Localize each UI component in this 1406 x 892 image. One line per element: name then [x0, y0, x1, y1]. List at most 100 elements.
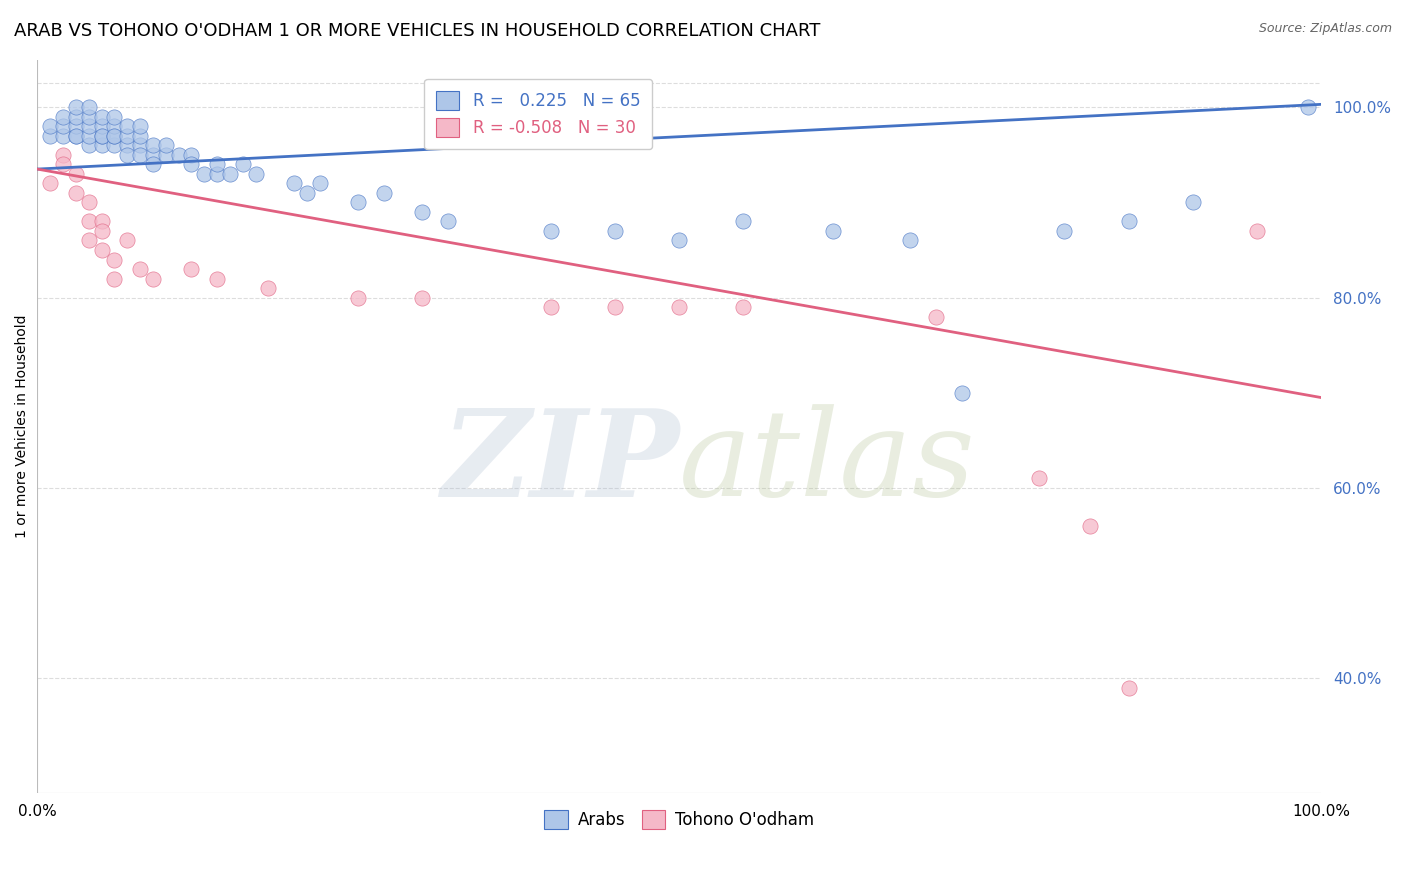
Point — [77, 138, 100, 153]
Point — [668, 234, 690, 248]
Point — [77, 120, 100, 134]
Point — [193, 167, 215, 181]
Point — [65, 128, 87, 143]
Point — [77, 195, 100, 210]
Point — [295, 186, 318, 200]
Point — [373, 186, 395, 200]
Point — [115, 138, 138, 153]
Point — [1298, 100, 1320, 114]
Point — [39, 120, 62, 134]
Point — [77, 234, 100, 248]
Point — [155, 148, 177, 162]
Point — [167, 148, 190, 162]
Point — [115, 120, 138, 134]
Point — [142, 148, 165, 162]
Point — [950, 385, 973, 400]
Point — [180, 262, 202, 277]
Point — [603, 224, 626, 238]
Y-axis label: 1 or more Vehicles in Household: 1 or more Vehicles in Household — [15, 314, 30, 538]
Point — [90, 224, 112, 238]
Point — [90, 128, 112, 143]
Point — [90, 120, 112, 134]
Point — [925, 310, 948, 324]
Point — [103, 110, 125, 124]
Point — [103, 120, 125, 134]
Point — [103, 128, 125, 143]
Point — [283, 177, 305, 191]
Point — [1028, 471, 1050, 485]
Point — [205, 271, 228, 285]
Point — [129, 128, 152, 143]
Point — [733, 214, 755, 228]
Point — [77, 214, 100, 228]
Point — [142, 157, 165, 171]
Text: atlas: atlas — [679, 404, 976, 522]
Point — [142, 138, 165, 153]
Point — [180, 157, 202, 171]
Point — [603, 300, 626, 314]
Point — [1053, 224, 1076, 238]
Point — [540, 300, 562, 314]
Point — [823, 224, 845, 238]
Point — [347, 195, 370, 210]
Point — [733, 300, 755, 314]
Point — [1181, 195, 1204, 210]
Point — [39, 177, 62, 191]
Point — [52, 128, 75, 143]
Point — [90, 138, 112, 153]
Point — [1246, 224, 1268, 238]
Point — [90, 110, 112, 124]
Point — [155, 138, 177, 153]
Point — [77, 100, 100, 114]
Point — [232, 157, 254, 171]
Point — [103, 128, 125, 143]
Point — [219, 167, 242, 181]
Point — [437, 214, 460, 228]
Point — [129, 120, 152, 134]
Point — [308, 177, 330, 191]
Point — [142, 271, 165, 285]
Point — [65, 120, 87, 134]
Point — [1118, 214, 1140, 228]
Point — [39, 128, 62, 143]
Point — [1118, 681, 1140, 695]
Point — [245, 167, 267, 181]
Point — [52, 110, 75, 124]
Legend: Arabs, Tohono O'odham: Arabs, Tohono O'odham — [537, 803, 821, 836]
Point — [411, 205, 433, 219]
Point — [257, 281, 280, 295]
Point — [90, 243, 112, 257]
Point — [65, 110, 87, 124]
Text: ARAB VS TOHONO O'ODHAM 1 OR MORE VEHICLES IN HOUSEHOLD CORRELATION CHART: ARAB VS TOHONO O'ODHAM 1 OR MORE VEHICLE… — [14, 22, 821, 40]
Point — [90, 128, 112, 143]
Point — [668, 300, 690, 314]
Point — [103, 271, 125, 285]
Point — [52, 157, 75, 171]
Point — [1078, 519, 1101, 533]
Point — [205, 167, 228, 181]
Text: ZIP: ZIP — [441, 403, 679, 522]
Point — [205, 157, 228, 171]
Point — [115, 234, 138, 248]
Point — [129, 148, 152, 162]
Point — [77, 110, 100, 124]
Point — [129, 262, 152, 277]
Point — [65, 128, 87, 143]
Point — [898, 234, 921, 248]
Point — [411, 291, 433, 305]
Point — [77, 128, 100, 143]
Point — [115, 128, 138, 143]
Point — [347, 291, 370, 305]
Point — [103, 138, 125, 153]
Point — [180, 148, 202, 162]
Point — [540, 224, 562, 238]
Point — [103, 252, 125, 267]
Point — [65, 100, 87, 114]
Text: Source: ZipAtlas.com: Source: ZipAtlas.com — [1258, 22, 1392, 36]
Point — [65, 167, 87, 181]
Point — [52, 148, 75, 162]
Point — [115, 148, 138, 162]
Point — [90, 214, 112, 228]
Point — [65, 186, 87, 200]
Point — [52, 120, 75, 134]
